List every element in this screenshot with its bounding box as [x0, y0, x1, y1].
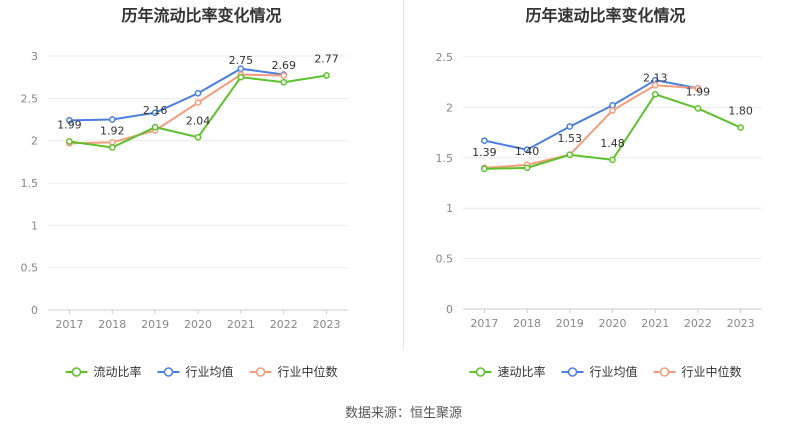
data-label: 1.92	[100, 124, 125, 137]
data-label: 2.75	[229, 54, 254, 67]
data-point	[108, 116, 116, 123]
series-line	[484, 79, 699, 151]
y-tick-label: 1.5	[436, 152, 454, 165]
y-tick-label: 2.5	[436, 51, 454, 64]
y-tick-label: 3	[31, 50, 38, 63]
data-point	[323, 72, 330, 79]
x-tick-label: 2022	[684, 317, 712, 330]
legend-swatch-marker	[163, 367, 174, 377]
y-tick-label: 0.5	[436, 253, 454, 266]
data-point	[151, 123, 159, 131]
data-point	[609, 156, 616, 164]
x-tick-label: 2018	[513, 317, 541, 330]
data-label: 1.53	[558, 132, 583, 145]
x-tick-label: 2022	[270, 318, 298, 331]
data-label: 2.13	[643, 71, 668, 84]
data-label: 1.99	[686, 85, 711, 98]
data-point	[481, 165, 488, 173]
y-tick-label: 2	[31, 135, 38, 148]
data-point	[523, 164, 531, 172]
y-tick-label: 0.5	[21, 262, 39, 275]
data-point	[194, 89, 202, 97]
y-tick-label: 1	[31, 219, 38, 232]
data-point	[523, 146, 531, 154]
legend-swatch-marker	[567, 367, 578, 377]
legend-swatch-marker	[659, 367, 670, 377]
chart-title: 历年流动比率变化情况	[121, 6, 281, 25]
y-tick-label: 1	[446, 202, 453, 215]
data-label: 1.48	[600, 137, 625, 150]
x-tick-label: 2023	[313, 318, 341, 331]
y-tick-label: 0	[446, 303, 453, 316]
legend-label: 行业均值	[590, 364, 638, 379]
data-point	[694, 105, 702, 112]
data-point	[280, 72, 288, 79]
data-point	[694, 84, 702, 92]
x-tick-label: 2019	[141, 318, 169, 331]
data-point	[194, 133, 202, 141]
x-tick-label: 2018	[98, 318, 126, 331]
legend-label: 行业中位数	[278, 364, 338, 379]
data-point	[566, 123, 574, 130]
data-label: 1.99	[57, 119, 82, 132]
x-tick-label: 2023	[727, 317, 755, 330]
x-tick-label: 2020	[184, 318, 212, 331]
legend-label: 行业中位数	[682, 364, 742, 379]
x-tick-label: 2017	[470, 317, 498, 330]
x-tick-label: 2021	[641, 317, 669, 330]
data-point	[481, 137, 488, 145]
data-label: 2.69	[271, 59, 296, 72]
legend-swatch-marker	[255, 367, 266, 377]
data-point	[566, 151, 574, 159]
current-ratio-panel: 历年流动比率变化情况 0 0.5 1 1.5 2 2.5 3 2017 2018 2019 2020 2…	[0, 0, 403, 400]
data-point	[651, 81, 659, 89]
data-label: 1.39	[472, 146, 497, 159]
data-label: 2.16	[143, 104, 168, 117]
data-point	[609, 107, 616, 114]
current-ratio-chart: 历年流动比率变化情况 0 0.5 1 1.5 2 2.5 3 2017 2018 2019 2020 2…	[21, 6, 348, 379]
x-tick-label: 2021	[227, 318, 255, 331]
data-label: 1.80	[728, 105, 753, 118]
data-point	[151, 109, 159, 117]
y-tick-label: 2	[446, 101, 453, 114]
data-point	[66, 116, 73, 124]
series-line	[69, 73, 284, 145]
data-point	[237, 73, 245, 81]
quick-ratio-panel: 历年速动比率变化情况 0 0.5 1 1.5 2 2.5 2017 2018 2019 2020 20…	[404, 0, 807, 400]
series-line	[484, 84, 698, 169]
x-tick-label: 2017	[55, 318, 83, 331]
data-point	[66, 138, 73, 145]
legend-label: 速动比率	[498, 364, 546, 379]
chart-title: 历年速动比率变化情况	[525, 6, 685, 25]
x-tick-label: 2020	[599, 317, 627, 330]
series-line	[69, 67, 284, 122]
quick-ratio-chart: 历年速动比率变化情况 0 0.5 1 1.5 2 2.5 2017 2018 2019 2020 20…	[436, 6, 762, 379]
data-point	[108, 144, 116, 151]
legend-label: 行业均值	[186, 364, 234, 379]
legend-label: 流动比率	[94, 364, 142, 379]
data-point	[280, 78, 288, 86]
data-point	[737, 124, 744, 131]
data-point	[194, 99, 202, 106]
data-point	[651, 90, 659, 98]
y-tick-label: 0	[31, 304, 38, 317]
legend-swatch-marker	[71, 367, 82, 377]
x-tick-label: 2019	[556, 317, 584, 330]
legend-swatch-marker	[475, 367, 486, 377]
y-tick-label: 1.5	[21, 177, 39, 190]
data-label: 2.04	[186, 114, 211, 127]
data-source-note: 数据来源：恒生聚源	[344, 406, 462, 421]
panel-divider	[403, 0, 404, 350]
y-tick-label: 2.5	[21, 92, 39, 105]
data-label: 2.77	[314, 52, 339, 65]
data-label: 1.40	[515, 145, 540, 158]
